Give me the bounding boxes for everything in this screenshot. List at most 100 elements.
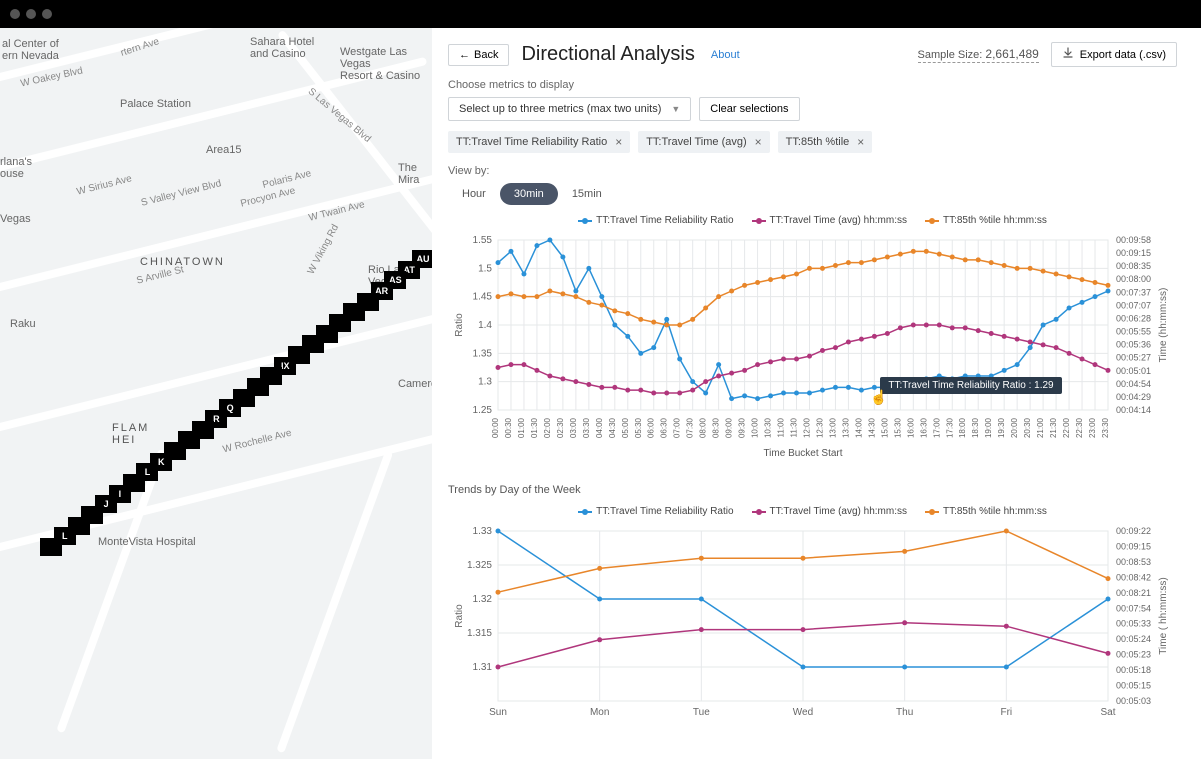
sample-size-label: Sample Size: [918, 49, 983, 61]
svg-text:04:00: 04:00 [595, 417, 604, 438]
chip-remove-icon[interactable]: × [857, 135, 864, 149]
svg-text:12:30: 12:30 [815, 417, 824, 438]
svg-text:00:05:01: 00:05:01 [1116, 366, 1151, 376]
selected-metrics-chips: TT:Travel Time Reliability Ratio×TT:Trav… [448, 131, 1177, 153]
svg-text:Sun: Sun [489, 707, 507, 718]
svg-text:03:30: 03:30 [582, 417, 591, 438]
svg-text:00:05:36: 00:05:36 [1116, 340, 1151, 350]
svg-text:00:07:54: 00:07:54 [1116, 603, 1151, 613]
page-title: Directional Analysis [521, 43, 694, 66]
chevron-down-icon: ▼ [671, 104, 680, 114]
chip-label: TT:Travel Time Reliability Ratio [456, 136, 607, 148]
back-button[interactable]: ← Back [448, 44, 509, 66]
legend-marker-icon [578, 220, 592, 222]
export-button-label: Export data (.csv) [1080, 49, 1166, 61]
chip-remove-icon[interactable]: × [755, 135, 762, 149]
map-street-label: S Las Vegas Blvd [306, 86, 373, 145]
viewby-option-30min[interactable]: 30min [500, 183, 558, 205]
svg-text:00:05:24: 00:05:24 [1116, 634, 1151, 644]
chip-label: TT:Travel Time (avg) [646, 136, 746, 148]
svg-text:15:30: 15:30 [893, 417, 902, 438]
svg-text:1.32: 1.32 [473, 594, 493, 605]
svg-text:00:07:07: 00:07:07 [1116, 300, 1151, 310]
traffic-dot [26, 9, 36, 19]
map-place-label: Raku [10, 318, 36, 330]
dayofweek-chart[interactable]: 1.311.3151.321.3251.33Ratio00:09:2200:09… [448, 521, 1168, 741]
svg-text:00:09:58: 00:09:58 [1116, 235, 1151, 245]
svg-text:10:00: 10:00 [751, 417, 760, 438]
svg-text:05:00: 05:00 [621, 417, 630, 438]
svg-text:23:00: 23:00 [1088, 417, 1097, 438]
svg-text:00:00: 00:00 [491, 417, 500, 438]
map-street-label: W Viking Rd [306, 223, 341, 277]
legend-item: TT:Travel Time Reliability Ratio [578, 506, 733, 517]
clear-selections-button[interactable]: Clear selections [699, 97, 799, 121]
svg-text:00:05:03: 00:05:03 [1116, 696, 1151, 706]
timebucket-chart[interactable]: 1.251.31.351.41.451.51.55Ratio00:09:5800… [448, 230, 1168, 460]
chart2-subhead: Trends by Day of the Week [448, 484, 1177, 496]
svg-text:1.45: 1.45 [473, 292, 493, 303]
svg-text:Ratio: Ratio [454, 604, 465, 628]
svg-text:19:00: 19:00 [984, 417, 993, 438]
map-street-label: W Rochelle Ave [222, 428, 293, 456]
route-segment[interactable] [40, 538, 62, 556]
viewby-label: View by: [448, 165, 1177, 177]
chip-remove-icon[interactable]: × [615, 135, 622, 149]
svg-text:Time (hh:mm:ss): Time (hh:mm:ss) [1158, 288, 1168, 363]
svg-text:00:05:27: 00:05:27 [1116, 353, 1151, 363]
svg-text:1.35: 1.35 [473, 348, 493, 359]
sample-size-value: 2,661,489 [985, 47, 1038, 61]
legend-marker-icon [578, 511, 592, 513]
svg-text:00:30: 00:30 [504, 417, 513, 438]
viewby-toggle: Hour30min15min [448, 183, 1177, 205]
legend-label: TT:Travel Time (avg) hh:mm:ss [770, 506, 907, 517]
chip-label: TT:85th %tile [786, 136, 850, 148]
svg-text:22:30: 22:30 [1075, 417, 1084, 438]
svg-text:12:00: 12:00 [802, 417, 811, 438]
svg-text:00:08:42: 00:08:42 [1116, 572, 1151, 582]
svg-text:1.31: 1.31 [473, 662, 493, 673]
cursor-icon: ☝ [870, 389, 887, 406]
svg-text:00:07:37: 00:07:37 [1116, 287, 1151, 297]
svg-text:1.55: 1.55 [473, 235, 493, 246]
svg-text:04:30: 04:30 [608, 417, 617, 438]
svg-text:06:30: 06:30 [660, 417, 669, 438]
metric-chip: TT:Travel Time (avg) × [638, 131, 769, 153]
svg-text:05:30: 05:30 [634, 417, 643, 438]
svg-text:11:00: 11:00 [777, 417, 786, 437]
svg-text:1.33: 1.33 [473, 526, 493, 537]
svg-text:14:30: 14:30 [867, 417, 876, 438]
svg-text:01:00: 01:00 [517, 417, 526, 438]
svg-text:08:00: 08:00 [699, 417, 708, 438]
map-street-label: S Valley View Blvd [140, 178, 223, 209]
svg-text:17:00: 17:00 [932, 417, 941, 438]
sample-size: Sample Size: 2,661,489 [918, 47, 1039, 63]
svg-text:09:30: 09:30 [738, 417, 747, 438]
svg-text:14:00: 14:00 [854, 417, 863, 438]
svg-text:21:00: 21:00 [1036, 417, 1045, 438]
svg-text:13:30: 13:30 [841, 417, 850, 438]
svg-text:07:30: 07:30 [686, 417, 695, 438]
legend-item: TT:85th %tile hh:mm:ss [925, 215, 1047, 226]
legend-item: TT:85th %tile hh:mm:ss [925, 506, 1047, 517]
map-place-label: Vegas [0, 213, 31, 225]
legend-marker-icon [925, 220, 939, 222]
viewby-option-15min[interactable]: 15min [558, 183, 616, 205]
export-button[interactable]: Export data (.csv) [1051, 42, 1177, 67]
svg-text:1.25: 1.25 [473, 405, 493, 416]
legend-item: TT:Travel Time (avg) hh:mm:ss [752, 215, 907, 226]
legend-label: TT:Travel Time (avg) hh:mm:ss [770, 215, 907, 226]
svg-text:Time ( hh:mm:ss): Time ( hh:mm:ss) [1158, 577, 1168, 654]
map-pane[interactable]: al Center ofern NevadaSahara Hoteland Ca… [0, 28, 432, 759]
about-link[interactable]: About [711, 49, 740, 61]
map-place-label: The Mira [398, 162, 432, 186]
chart1-legend: TT:Travel Time Reliability RatioTT:Trave… [448, 215, 1177, 226]
svg-text:00:04:54: 00:04:54 [1116, 379, 1151, 389]
svg-text:00:09:15: 00:09:15 [1116, 248, 1151, 258]
metrics-select[interactable]: Select up to three metrics (max two unit… [448, 97, 691, 121]
analysis-pane: ← Back Directional Analysis About Sample… [432, 28, 1201, 759]
map-place-label: Westgate Las VegasResort & Casino [340, 46, 432, 82]
viewby-option-hour[interactable]: Hour [448, 183, 500, 205]
svg-text:Ratio: Ratio [454, 313, 465, 337]
choose-metrics-label: Choose metrics to display [448, 79, 1177, 91]
